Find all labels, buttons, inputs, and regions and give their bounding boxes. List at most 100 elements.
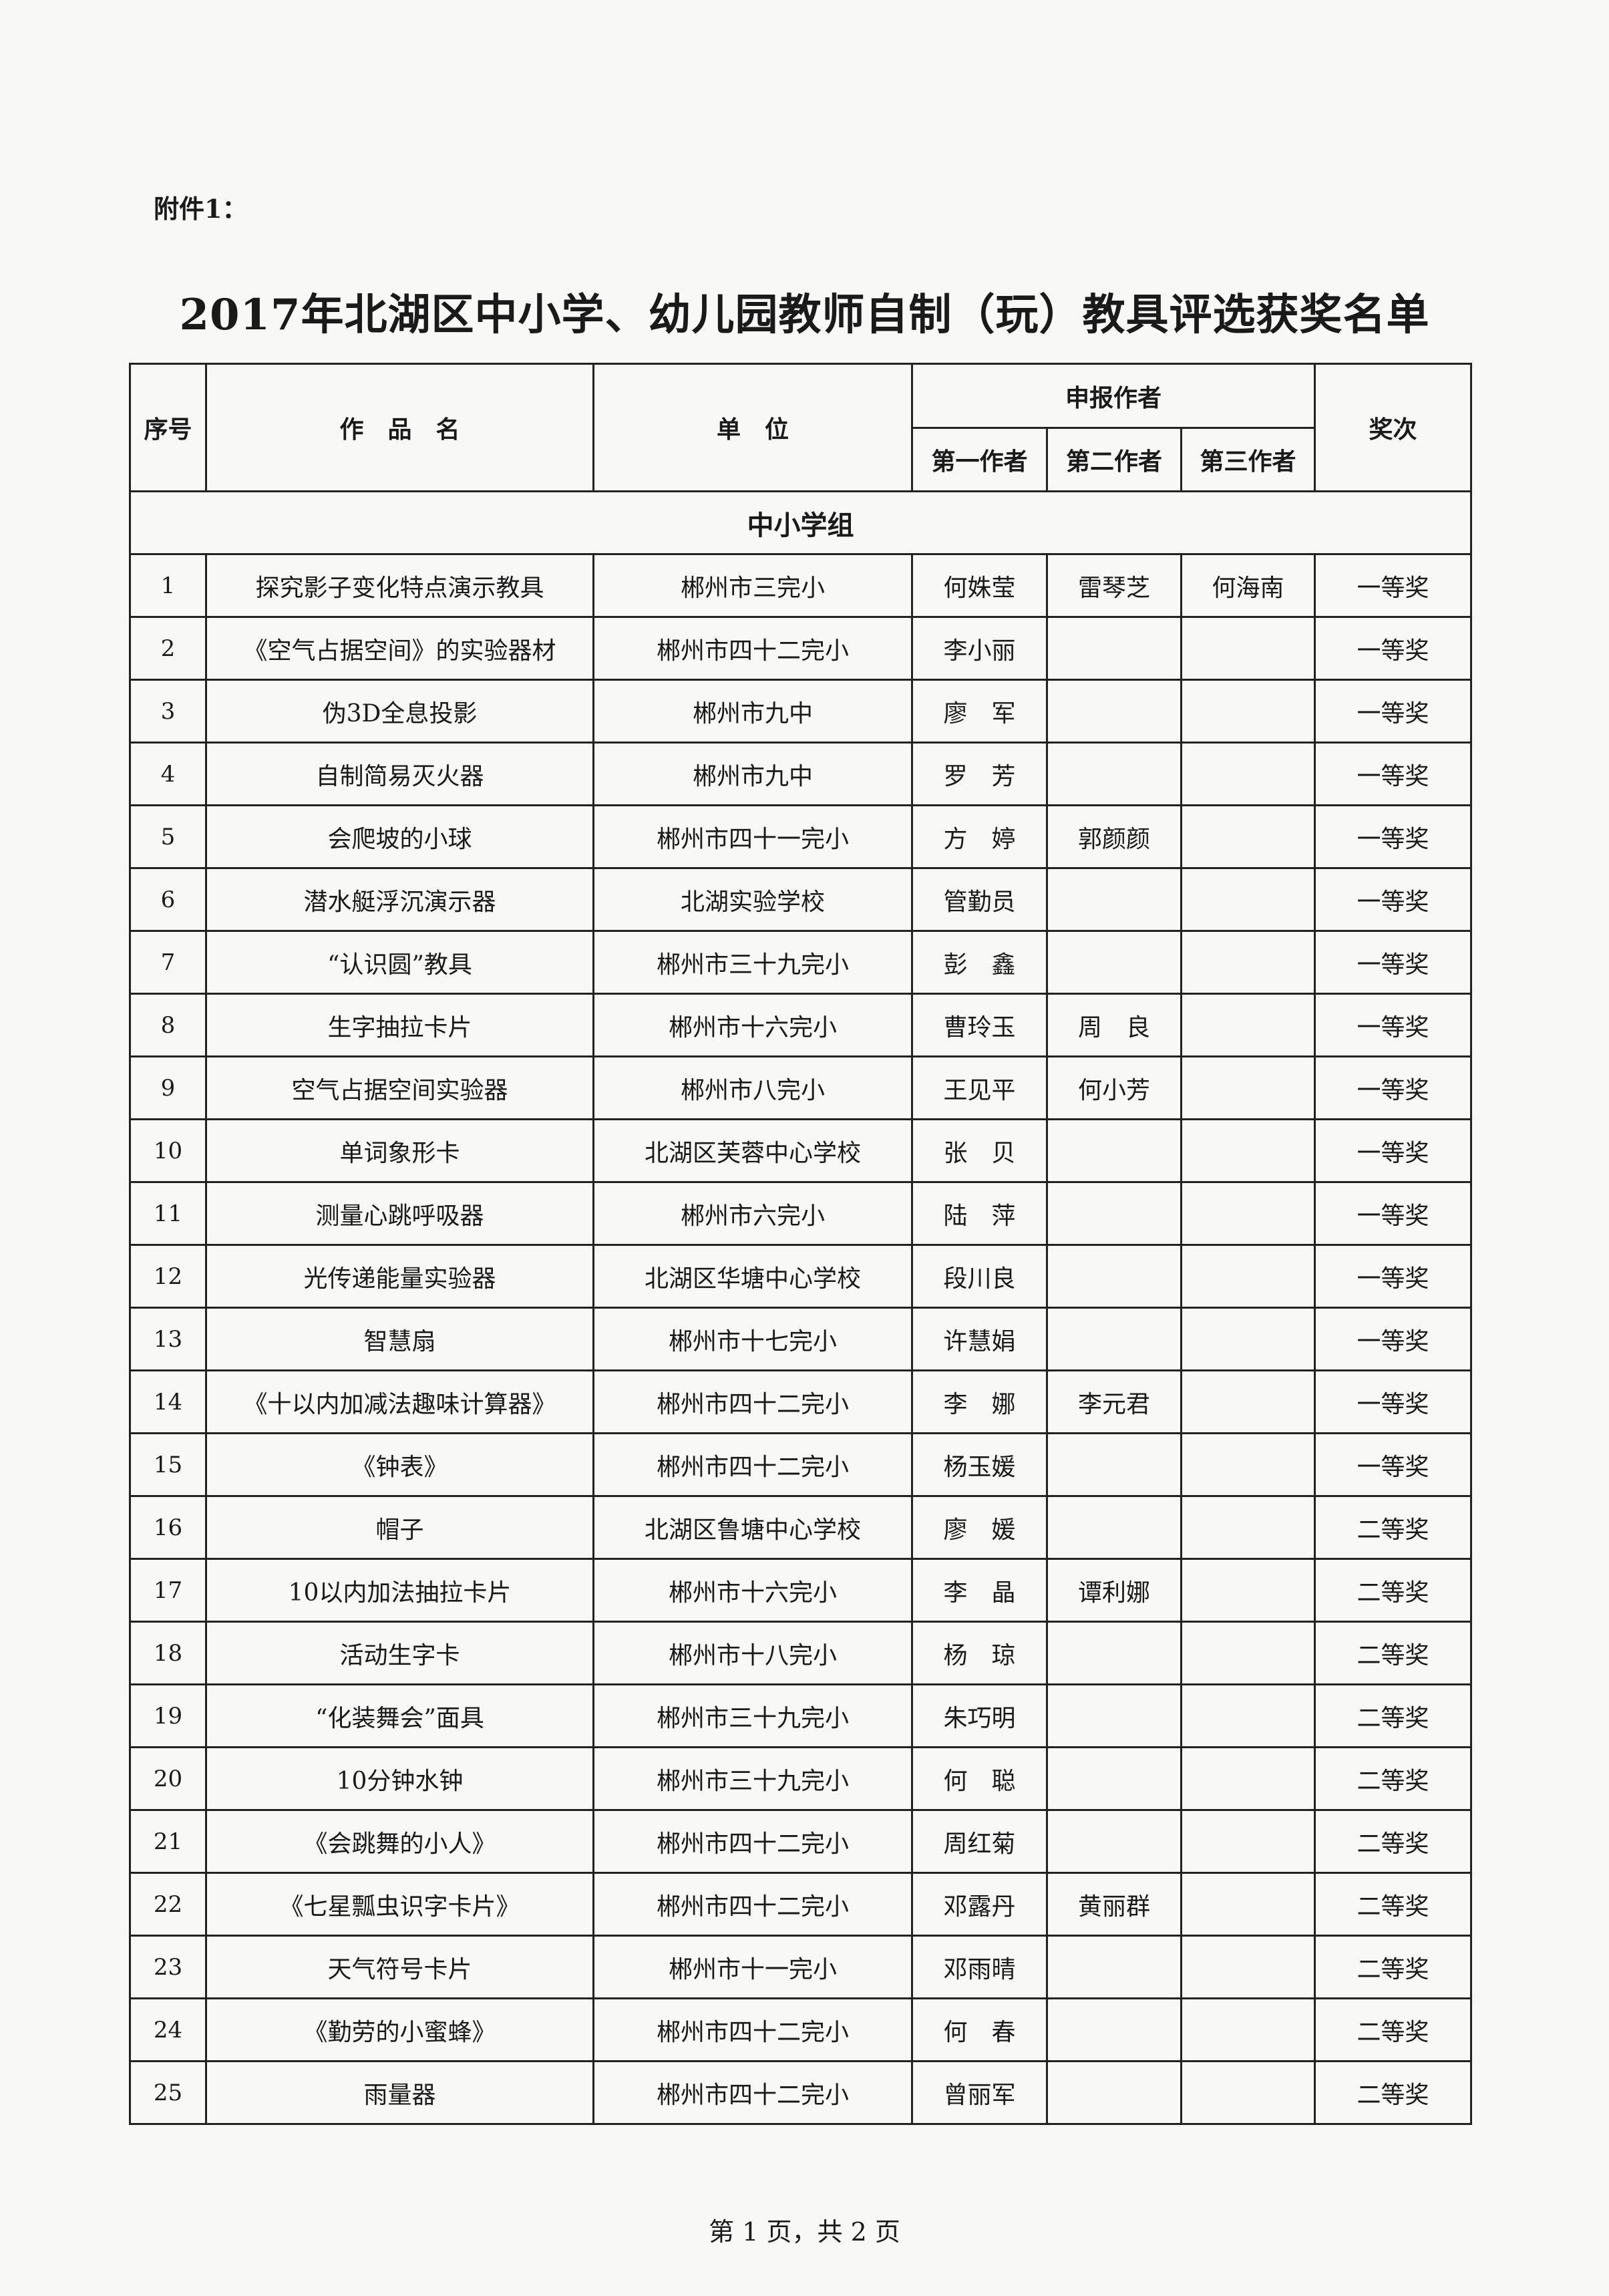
table-row: 11 测量心跳呼吸器 郴州市六完小陆 萍 一等奖 [129, 1181, 1473, 1246]
unit-cell: 郴州市十一完小 [592, 1935, 913, 1999]
index-cell: 14 [129, 1369, 207, 1434]
table-row: 10 单词象形卡 北湖区芙蓉中心学校张 贝 一等奖 [129, 1118, 1473, 1183]
award-cell: 一等奖 [1314, 867, 1473, 932]
unit-cell: 郴州市四十二完小 [592, 2060, 913, 2125]
header-unit: 单 位 [592, 363, 913, 492]
work-cell: 探究影子变化特点演示教具 [205, 553, 594, 618]
first-author-cell: 周红菊 [911, 1809, 1048, 1874]
index-cell: 16 [129, 1495, 207, 1560]
table-row: 6 潜水艇浮沉演示器 北湖实验学校 管勤员 一等奖 [129, 867, 1473, 932]
second-author-cell [1046, 1495, 1182, 1560]
unit-cell: 郴州市四十二完小 [592, 1809, 913, 1874]
index-cell: 9 [129, 1055, 207, 1120]
table-row: 7 “认识圆”教具 郴州市三十九完小彭 鑫 一等奖 [129, 930, 1473, 995]
unit-cell: 郴州市六完小 [592, 1181, 913, 1246]
award-cell: 二等奖 [1314, 1997, 1473, 2062]
second-author-cell: 黄丽群 [1046, 1872, 1182, 1937]
first-author-cell: 杨玉媛 [911, 1432, 1048, 1497]
work-cell: 帽子 [205, 1495, 594, 1560]
award-cell: 一等奖 [1314, 804, 1473, 869]
unit-cell: 郴州市三十九完小 [592, 1746, 913, 1811]
table-row: 4 自制简易灭火器 郴州市九中罗 芳 一等奖 [129, 742, 1473, 806]
index-cell: 3 [129, 679, 207, 744]
second-author-cell: 李元君 [1046, 1369, 1182, 1434]
third-author-cell [1180, 679, 1316, 744]
table-row: 15 《钟表》 郴州市四十二完小 杨玉媛 一等奖 [129, 1432, 1473, 1497]
table-row: 8 生字抽拉卡片 郴州市十六完小 曹玲玉周 良 一等奖 [129, 993, 1473, 1057]
third-author-cell [1180, 1055, 1316, 1120]
third-author-cell: 何海南 [1180, 553, 1316, 618]
third-author-cell [1180, 2060, 1316, 2125]
table-row: 25 雨量器 郴州市四十二完小 曾丽军 二等奖 [129, 2060, 1473, 2125]
unit-cell: 郴州市四十二完小 [592, 1997, 913, 2062]
third-author-cell [1180, 1558, 1316, 1623]
award-cell: 二等奖 [1314, 1809, 1473, 1874]
first-author-cell: 曹玲玉 [911, 993, 1048, 1057]
second-author-cell [1046, 930, 1182, 995]
second-author-cell [1046, 1181, 1182, 1246]
table-row: 1 探究影子变化特点演示教具 郴州市三完小 何姝莹 雷琴芝 何海南 一等奖 [129, 553, 1473, 618]
third-author-cell [1180, 1809, 1316, 1874]
first-author-cell: 何姝莹 [911, 553, 1048, 618]
work-cell: 天气符号卡片 [205, 1935, 594, 1999]
work-cell: 活动生字卡 [205, 1621, 594, 1685]
second-author-cell [1046, 742, 1182, 806]
index-cell: 10 [129, 1118, 207, 1183]
second-author-cell: 郭颜颜 [1046, 804, 1182, 869]
index-cell: 4 [129, 742, 207, 806]
work-cell: 空气占据空间实验器 [205, 1055, 594, 1120]
table-row: 9 空气占据空间实验器 郴州市八完小 王见平 何小芳 一等奖 [129, 1055, 1473, 1120]
award-cell: 二等奖 [1314, 1495, 1473, 1560]
second-author-cell [1046, 1307, 1182, 1371]
first-author-cell: 管勤员 [911, 867, 1048, 932]
page-footer: 第 1 页，共 2 页 [709, 2217, 900, 2247]
unit-cell: 郴州市四十二完小 [592, 1872, 913, 1937]
second-author-cell [1046, 2060, 1182, 2125]
work-cell: 会爬坡的小球 [205, 804, 594, 869]
unit-cell: 郴州市三十九完小 [592, 930, 913, 995]
first-author-cell: 段川良 [911, 1244, 1048, 1309]
award-cell: 二等奖 [1314, 1683, 1473, 1748]
award-cell: 一等奖 [1314, 1118, 1473, 1183]
header-second-author: 第二作者 [1046, 427, 1182, 492]
header-work: 作 品 名 [205, 363, 594, 492]
index-cell: 21 [129, 1809, 207, 1874]
award-cell: 二等奖 [1314, 1746, 1473, 1811]
third-author-cell [1180, 867, 1316, 932]
table-row: 17 10以内加法抽拉卡片 郴州市十六完小李 晶谭利娜 二等奖 [129, 1558, 1473, 1623]
unit-cell: 郴州市四十二完小 [592, 616, 913, 681]
third-author-cell [1180, 1369, 1316, 1434]
unit-cell: 北湖区芙蓉中心学校 [592, 1118, 913, 1183]
table-row: 24 《勤劳的小蜜蜂》 郴州市四十二完小何 春 二等奖 [129, 1997, 1473, 2062]
third-author-cell [1180, 1181, 1316, 1246]
table-row: 13 智慧扇 郴州市十七完小 许慧娟 一等奖 [129, 1307, 1473, 1371]
second-author-cell [1046, 1997, 1182, 2062]
unit-cell: 北湖实验学校 [592, 867, 913, 932]
first-author-cell: 廖 媛 [911, 1495, 1048, 1560]
unit-cell: 郴州市八完小 [592, 1055, 913, 1120]
first-author-cell: 杨 琼 [911, 1621, 1048, 1685]
second-author-cell: 谭利娜 [1046, 1558, 1182, 1623]
index-cell: 5 [129, 804, 207, 869]
award-cell: 一等奖 [1314, 930, 1473, 995]
first-author-cell: 李小丽 [911, 616, 1048, 681]
award-cell: 二等奖 [1314, 2060, 1473, 2125]
second-author-cell: 雷琴芝 [1046, 553, 1182, 618]
work-cell: 伪3D全息投影 [205, 679, 594, 744]
second-author-cell [1046, 1935, 1182, 1999]
table-row: 19 “化装舞会”面具 郴州市三十九完小 朱巧明 二等奖 [129, 1683, 1473, 1748]
header-index: 序号 [129, 363, 207, 492]
third-author-cell [1180, 1118, 1316, 1183]
second-author-cell [1046, 1432, 1182, 1497]
work-cell: 潜水艇浮沉演示器 [205, 867, 594, 932]
third-author-cell [1180, 1307, 1316, 1371]
index-cell: 15 [129, 1432, 207, 1497]
index-cell: 20 [129, 1746, 207, 1811]
third-author-cell [1180, 742, 1316, 806]
index-cell: 19 [129, 1683, 207, 1748]
award-cell: 一等奖 [1314, 1244, 1473, 1309]
third-author-cell [1180, 1244, 1316, 1309]
second-author-cell [1046, 1621, 1182, 1685]
header-first-author: 第一作者 [911, 427, 1048, 492]
second-author-cell [1046, 1244, 1182, 1309]
